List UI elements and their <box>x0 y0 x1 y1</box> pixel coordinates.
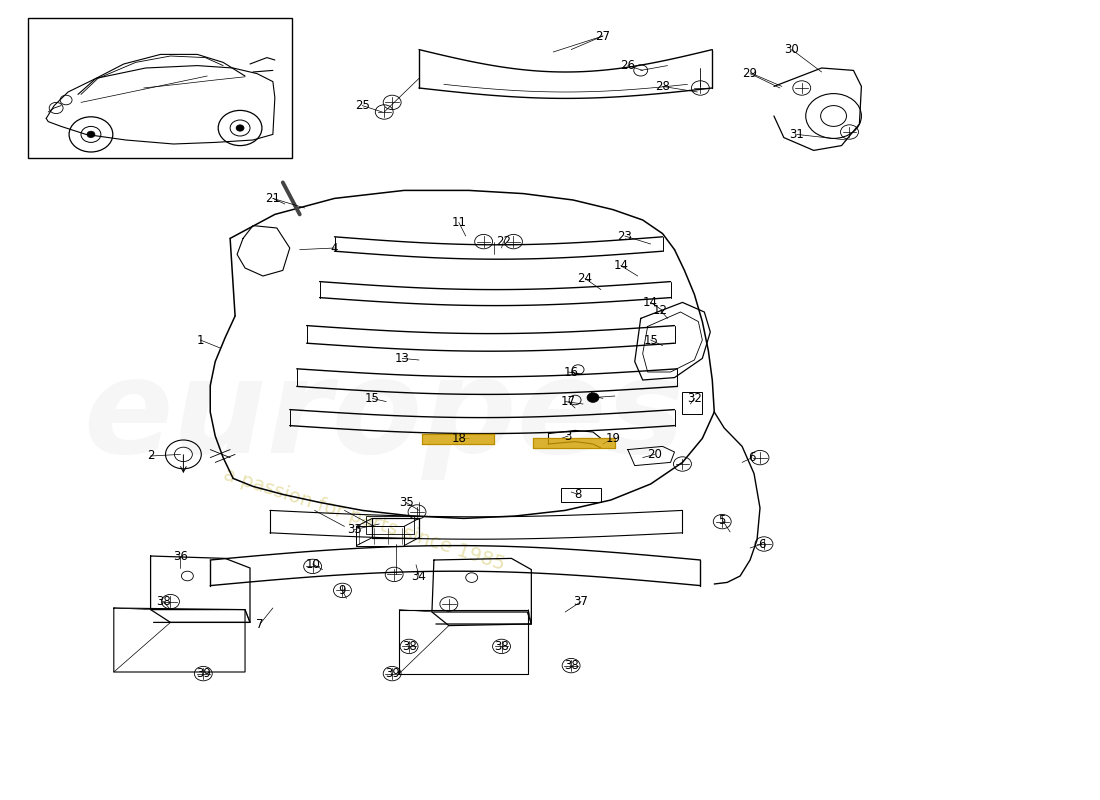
Text: 24: 24 <box>578 272 593 285</box>
Text: a passion for parts since 1985: a passion for parts since 1985 <box>221 466 507 574</box>
Text: 13: 13 <box>395 352 409 365</box>
Text: 25: 25 <box>355 99 370 112</box>
Text: 23: 23 <box>617 230 632 242</box>
Text: 33: 33 <box>346 523 362 536</box>
Text: 28: 28 <box>656 80 670 93</box>
Text: 39: 39 <box>196 667 211 680</box>
Text: 35: 35 <box>398 496 414 509</box>
Text: 1: 1 <box>197 334 204 346</box>
Text: 12: 12 <box>653 304 668 317</box>
Text: 39: 39 <box>385 667 399 680</box>
Text: 19: 19 <box>605 432 620 445</box>
Text: 26: 26 <box>620 59 636 72</box>
Text: 14: 14 <box>644 296 658 309</box>
Text: 30: 30 <box>784 43 800 56</box>
Text: 15: 15 <box>365 392 380 405</box>
Text: 29: 29 <box>742 67 758 80</box>
Bar <box>682 392 702 414</box>
Text: 6: 6 <box>758 538 766 550</box>
Text: 7: 7 <box>256 618 264 630</box>
Text: 32: 32 <box>688 392 702 405</box>
Text: europes: europes <box>84 353 685 479</box>
Text: 5: 5 <box>718 514 726 526</box>
Text: 4: 4 <box>331 242 339 254</box>
Circle shape <box>587 393 598 402</box>
Text: 10: 10 <box>305 558 320 570</box>
Text: 27: 27 <box>595 30 610 42</box>
Text: 38: 38 <box>563 659 579 672</box>
Text: 8: 8 <box>574 488 582 501</box>
Text: 22: 22 <box>496 235 512 248</box>
Text: 14: 14 <box>614 259 628 272</box>
Circle shape <box>236 125 244 131</box>
Text: 36: 36 <box>173 550 188 562</box>
Text: 38: 38 <box>494 640 509 653</box>
Text: 16: 16 <box>563 366 579 378</box>
Text: 9: 9 <box>339 584 346 597</box>
Text: 38: 38 <box>402 640 417 653</box>
Text: 15: 15 <box>644 334 658 346</box>
Text: 3: 3 <box>564 430 572 442</box>
Bar <box>366 516 414 534</box>
Text: 21: 21 <box>265 192 280 205</box>
Text: 11: 11 <box>451 216 466 229</box>
Text: 18: 18 <box>451 432 466 445</box>
Text: 5: 5 <box>590 390 596 402</box>
Text: 2: 2 <box>146 450 154 462</box>
Circle shape <box>87 131 95 138</box>
Text: 6: 6 <box>748 451 756 464</box>
Text: 38: 38 <box>156 595 170 608</box>
Text: 34: 34 <box>411 570 427 582</box>
Text: 37: 37 <box>573 595 588 608</box>
Bar <box>29 18 292 158</box>
Bar <box>561 488 601 502</box>
Text: 20: 20 <box>647 448 662 461</box>
Text: 31: 31 <box>790 128 804 141</box>
Text: 17: 17 <box>561 395 575 408</box>
